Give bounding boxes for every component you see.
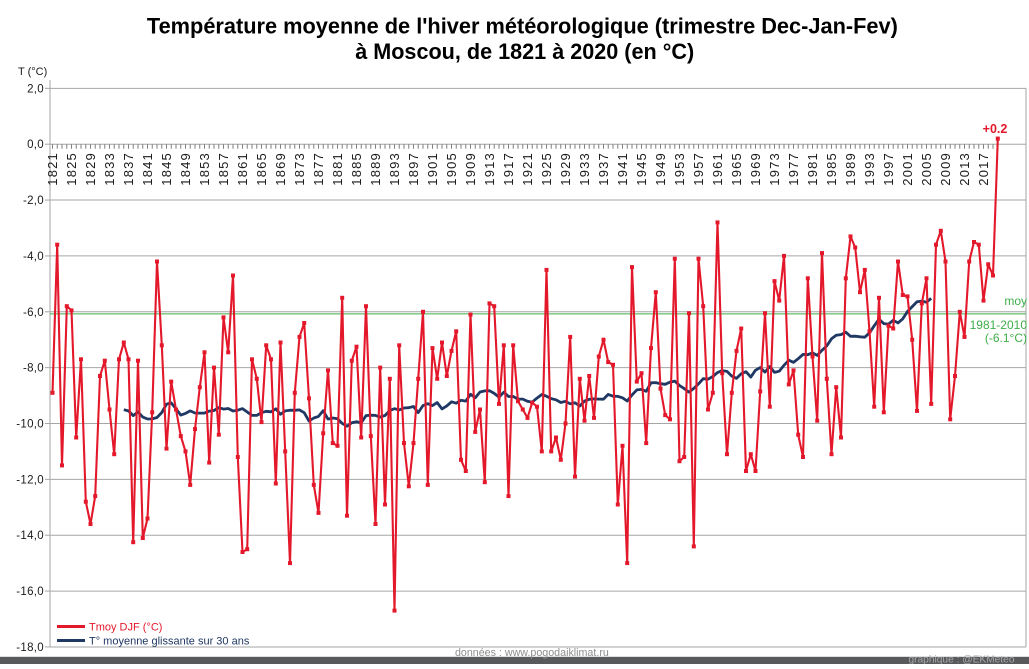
svg-text:2013: 2013 [957, 152, 972, 186]
svg-text:1997: 1997 [881, 152, 896, 186]
svg-text:-16,0: -16,0 [16, 586, 44, 598]
svg-text:1869: 1869 [273, 152, 288, 186]
svg-text:0,0: 0,0 [27, 139, 44, 151]
svg-text:1917: 1917 [501, 152, 516, 186]
svg-text:1821: 1821 [45, 152, 60, 186]
svg-text:-4,0: -4,0 [23, 251, 44, 263]
svg-text:-2,0: -2,0 [23, 195, 44, 207]
svg-text:à Moscou, de 1821 à 2020 (en °: à Moscou, de 1821 à 2020 (en °C) [355, 39, 694, 64]
svg-text:1965: 1965 [729, 152, 744, 186]
svg-text:1929: 1929 [558, 152, 573, 186]
svg-text:1865: 1865 [254, 152, 269, 186]
svg-text:(-6.1°C): (-6.1°C) [985, 331, 1027, 345]
svg-text:graphique : @EKMeteo: graphique : @EKMeteo [908, 654, 1014, 664]
svg-text:1977: 1977 [786, 152, 801, 186]
svg-text:1853: 1853 [197, 152, 212, 186]
svg-text:1973: 1973 [767, 152, 782, 186]
svg-text:données : www.pogodaiklimat.ru: données : www.pogodaiklimat.ru [455, 647, 609, 659]
svg-text:-10,0: -10,0 [16, 419, 44, 431]
svg-text:1985: 1985 [824, 152, 839, 186]
svg-text:1953: 1953 [672, 152, 687, 186]
svg-text:1913: 1913 [482, 152, 497, 186]
svg-text:1969: 1969 [748, 152, 763, 186]
svg-text:2005: 2005 [919, 152, 934, 186]
svg-text:moy: moy [1004, 294, 1027, 308]
svg-text:1897: 1897 [406, 152, 421, 186]
svg-text:1949: 1949 [653, 152, 668, 186]
svg-text:2,0: 2,0 [27, 83, 44, 95]
svg-text:1993: 1993 [862, 152, 877, 186]
svg-text:1989: 1989 [843, 152, 858, 186]
svg-text:1961: 1961 [710, 152, 725, 186]
svg-text:1861: 1861 [235, 152, 250, 186]
svg-text:1933: 1933 [577, 152, 592, 186]
svg-text:-8,0: -8,0 [23, 363, 44, 375]
svg-text:Température moyenne de l'hiver: Température moyenne de l'hiver météorolo… [147, 14, 898, 39]
svg-text:1981-2010: 1981-2010 [970, 318, 1028, 332]
svg-text:1957: 1957 [691, 152, 706, 186]
svg-text:2009: 2009 [938, 152, 953, 186]
svg-text:1921: 1921 [520, 152, 535, 186]
svg-text:1893: 1893 [387, 152, 402, 186]
svg-text:-6,0: -6,0 [23, 307, 44, 319]
svg-text:Tmoy DJF (°C): Tmoy DJF (°C) [89, 622, 162, 634]
svg-text:1825: 1825 [64, 152, 79, 186]
svg-text:1881: 1881 [330, 152, 345, 186]
svg-text:1857: 1857 [216, 152, 231, 186]
svg-text:1981: 1981 [805, 152, 820, 186]
svg-text:1829: 1829 [83, 152, 98, 186]
svg-text:1873: 1873 [292, 152, 307, 186]
svg-text:1885: 1885 [349, 152, 364, 186]
svg-text:1845: 1845 [159, 152, 174, 186]
svg-text:1941: 1941 [615, 152, 630, 186]
svg-text:1841: 1841 [140, 152, 155, 186]
svg-text:1937: 1937 [596, 152, 611, 186]
svg-text:T° moyenne glissante sur 30 an: T° moyenne glissante sur 30 ans [89, 636, 250, 648]
svg-text:-14,0: -14,0 [16, 530, 44, 542]
svg-text:1945: 1945 [634, 152, 649, 186]
svg-text:-18,0: -18,0 [16, 642, 44, 654]
svg-text:1909: 1909 [463, 152, 478, 186]
svg-text:+0.2: +0.2 [983, 122, 1008, 136]
svg-text:2017: 2017 [976, 152, 991, 186]
svg-text:1877: 1877 [311, 152, 326, 186]
svg-text:-12,0: -12,0 [16, 474, 44, 486]
svg-text:1833: 1833 [102, 152, 117, 186]
svg-text:1901: 1901 [425, 152, 440, 186]
svg-text:1889: 1889 [368, 152, 383, 186]
svg-text:T (°C): T (°C) [18, 66, 47, 78]
svg-text:1849: 1849 [178, 152, 193, 186]
svg-text:2001: 2001 [900, 152, 915, 186]
svg-text:1905: 1905 [444, 152, 459, 186]
svg-text:1837: 1837 [121, 152, 136, 186]
svg-text:1925: 1925 [539, 152, 554, 186]
